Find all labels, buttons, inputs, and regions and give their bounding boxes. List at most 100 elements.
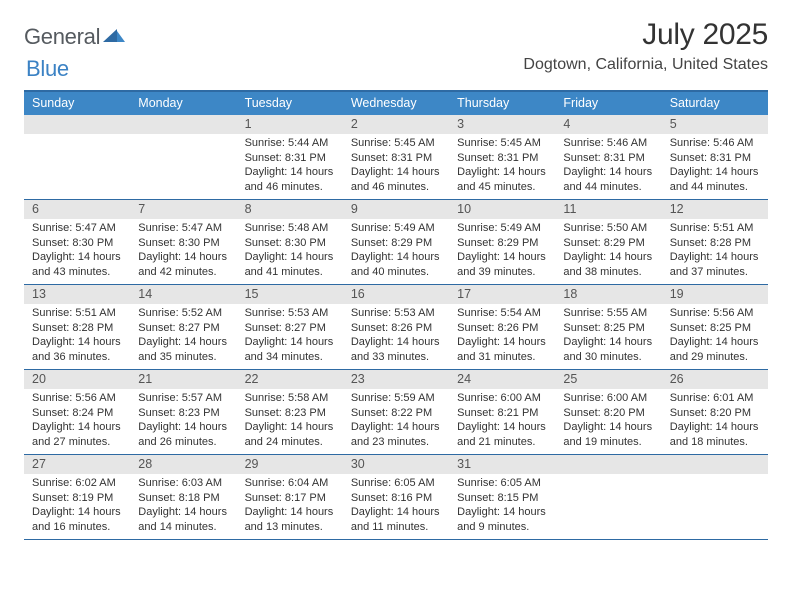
- day-body: Sunrise: 6:00 AMSunset: 8:20 PMDaylight:…: [555, 389, 661, 453]
- sunrise-text: Sunrise: 5:51 AM: [670, 221, 764, 236]
- day-cell: 12Sunrise: 5:51 AMSunset: 8:28 PMDayligh…: [662, 200, 768, 284]
- day-number: 19: [662, 285, 768, 304]
- day-body: Sunrise: 5:55 AMSunset: 8:25 PMDaylight:…: [555, 304, 661, 368]
- day-cell: 30Sunrise: 6:05 AMSunset: 8:16 PMDayligh…: [343, 455, 449, 539]
- sunset-text: Sunset: 8:18 PM: [138, 491, 232, 506]
- sunset-text: Sunset: 8:28 PM: [670, 236, 764, 251]
- daylight-text-1: Daylight: 14 hours: [457, 505, 551, 520]
- day-number: 23: [343, 370, 449, 389]
- daylight-text-1: Daylight: 14 hours: [138, 420, 232, 435]
- week-row: 27Sunrise: 6:02 AMSunset: 8:19 PMDayligh…: [24, 455, 768, 540]
- day-cell: 7Sunrise: 5:47 AMSunset: 8:30 PMDaylight…: [130, 200, 236, 284]
- sunset-text: Sunset: 8:31 PM: [563, 151, 657, 166]
- sunset-text: Sunset: 8:30 PM: [32, 236, 126, 251]
- daylight-text-2: and 44 minutes.: [670, 180, 764, 195]
- day-cell: 31Sunrise: 6:05 AMSunset: 8:15 PMDayligh…: [449, 455, 555, 539]
- sunrise-text: Sunrise: 5:56 AM: [670, 306, 764, 321]
- day-body: Sunrise: 5:53 AMSunset: 8:26 PMDaylight:…: [343, 304, 449, 368]
- day-body: Sunrise: 5:59 AMSunset: 8:22 PMDaylight:…: [343, 389, 449, 453]
- empty-day-bar: [130, 115, 236, 134]
- day-cell: 16Sunrise: 5:53 AMSunset: 8:26 PMDayligh…: [343, 285, 449, 369]
- day-number: 11: [555, 200, 661, 219]
- day-body: Sunrise: 5:57 AMSunset: 8:23 PMDaylight:…: [130, 389, 236, 453]
- day-body: Sunrise: 6:04 AMSunset: 8:17 PMDaylight:…: [237, 474, 343, 538]
- day-cell: [130, 115, 236, 199]
- daylight-text-1: Daylight: 14 hours: [457, 165, 551, 180]
- calendar-page: General July 2025 Dogtown, California, U…: [0, 0, 792, 550]
- daylight-text-1: Daylight: 14 hours: [351, 335, 445, 350]
- empty-day-bar: [555, 455, 661, 474]
- sunset-text: Sunset: 8:21 PM: [457, 406, 551, 421]
- sunrise-text: Sunrise: 6:05 AM: [351, 476, 445, 491]
- weekday-friday: Friday: [555, 92, 661, 115]
- sunrise-text: Sunrise: 5:45 AM: [351, 136, 445, 151]
- daylight-text-1: Daylight: 14 hours: [457, 250, 551, 265]
- day-cell: 26Sunrise: 6:01 AMSunset: 8:20 PMDayligh…: [662, 370, 768, 454]
- day-cell: 22Sunrise: 5:58 AMSunset: 8:23 PMDayligh…: [237, 370, 343, 454]
- weekday-saturday: Saturday: [662, 92, 768, 115]
- month-title: July 2025: [523, 18, 768, 52]
- weekday-wednesday: Wednesday: [343, 92, 449, 115]
- sunset-text: Sunset: 8:31 PM: [670, 151, 764, 166]
- brand-mark-icon: [103, 26, 125, 49]
- sunrise-text: Sunrise: 5:48 AM: [245, 221, 339, 236]
- sunset-text: Sunset: 8:19 PM: [32, 491, 126, 506]
- daylight-text-1: Daylight: 14 hours: [138, 505, 232, 520]
- day-number: 24: [449, 370, 555, 389]
- day-body: Sunrise: 5:51 AMSunset: 8:28 PMDaylight:…: [24, 304, 130, 368]
- daylight-text-1: Daylight: 14 hours: [245, 165, 339, 180]
- day-cell: [555, 455, 661, 539]
- daylight-text-2: and 29 minutes.: [670, 350, 764, 365]
- day-cell: 8Sunrise: 5:48 AMSunset: 8:30 PMDaylight…: [237, 200, 343, 284]
- day-cell: 13Sunrise: 5:51 AMSunset: 8:28 PMDayligh…: [24, 285, 130, 369]
- day-body: Sunrise: 5:53 AMSunset: 8:27 PMDaylight:…: [237, 304, 343, 368]
- sunset-text: Sunset: 8:28 PM: [32, 321, 126, 336]
- daylight-text-2: and 33 minutes.: [351, 350, 445, 365]
- day-body: Sunrise: 5:56 AMSunset: 8:25 PMDaylight:…: [662, 304, 768, 368]
- day-number: 29: [237, 455, 343, 474]
- daylight-text-2: and 11 minutes.: [351, 520, 445, 535]
- day-cell: 25Sunrise: 6:00 AMSunset: 8:20 PMDayligh…: [555, 370, 661, 454]
- daylight-text-1: Daylight: 14 hours: [32, 420, 126, 435]
- day-number: 18: [555, 285, 661, 304]
- daylight-text-1: Daylight: 14 hours: [245, 335, 339, 350]
- sunset-text: Sunset: 8:26 PM: [351, 321, 445, 336]
- sunrise-text: Sunrise: 5:47 AM: [32, 221, 126, 236]
- day-cell: 9Sunrise: 5:49 AMSunset: 8:29 PMDaylight…: [343, 200, 449, 284]
- sunset-text: Sunset: 8:30 PM: [245, 236, 339, 251]
- daylight-text-1: Daylight: 14 hours: [670, 165, 764, 180]
- day-cell: 15Sunrise: 5:53 AMSunset: 8:27 PMDayligh…: [237, 285, 343, 369]
- day-body: Sunrise: 6:00 AMSunset: 8:21 PMDaylight:…: [449, 389, 555, 453]
- brand-text-2: Blue: [26, 56, 69, 81]
- day-body: Sunrise: 5:49 AMSunset: 8:29 PMDaylight:…: [343, 219, 449, 283]
- weeks-container: 1Sunrise: 5:44 AMSunset: 8:31 PMDaylight…: [24, 115, 768, 540]
- day-cell: [24, 115, 130, 199]
- day-body: Sunrise: 6:01 AMSunset: 8:20 PMDaylight:…: [662, 389, 768, 453]
- daylight-text-1: Daylight: 14 hours: [32, 335, 126, 350]
- day-number: 27: [24, 455, 130, 474]
- day-body: Sunrise: 5:51 AMSunset: 8:28 PMDaylight:…: [662, 219, 768, 283]
- day-body: Sunrise: 6:03 AMSunset: 8:18 PMDaylight:…: [130, 474, 236, 538]
- daylight-text-1: Daylight: 14 hours: [563, 165, 657, 180]
- daylight-text-2: and 36 minutes.: [32, 350, 126, 365]
- weekday-thursday: Thursday: [449, 92, 555, 115]
- empty-day-bar: [24, 115, 130, 134]
- sunrise-text: Sunrise: 6:03 AM: [138, 476, 232, 491]
- daylight-text-1: Daylight: 14 hours: [457, 335, 551, 350]
- day-number: 17: [449, 285, 555, 304]
- day-body: Sunrise: 5:52 AMSunset: 8:27 PMDaylight:…: [130, 304, 236, 368]
- day-cell: 18Sunrise: 5:55 AMSunset: 8:25 PMDayligh…: [555, 285, 661, 369]
- daylight-text-2: and 41 minutes.: [245, 265, 339, 280]
- sunrise-text: Sunrise: 5:54 AM: [457, 306, 551, 321]
- daylight-text-1: Daylight: 14 hours: [351, 250, 445, 265]
- day-cell: 2Sunrise: 5:45 AMSunset: 8:31 PMDaylight…: [343, 115, 449, 199]
- day-number: 28: [130, 455, 236, 474]
- day-body: Sunrise: 5:45 AMSunset: 8:31 PMDaylight:…: [449, 134, 555, 198]
- daylight-text-2: and 40 minutes.: [351, 265, 445, 280]
- daylight-text-2: and 27 minutes.: [32, 435, 126, 450]
- sunset-text: Sunset: 8:22 PM: [351, 406, 445, 421]
- daylight-text-1: Daylight: 14 hours: [245, 505, 339, 520]
- calendar-grid: Sunday Monday Tuesday Wednesday Thursday…: [24, 90, 768, 540]
- weekday-sunday: Sunday: [24, 92, 130, 115]
- sunset-text: Sunset: 8:27 PM: [245, 321, 339, 336]
